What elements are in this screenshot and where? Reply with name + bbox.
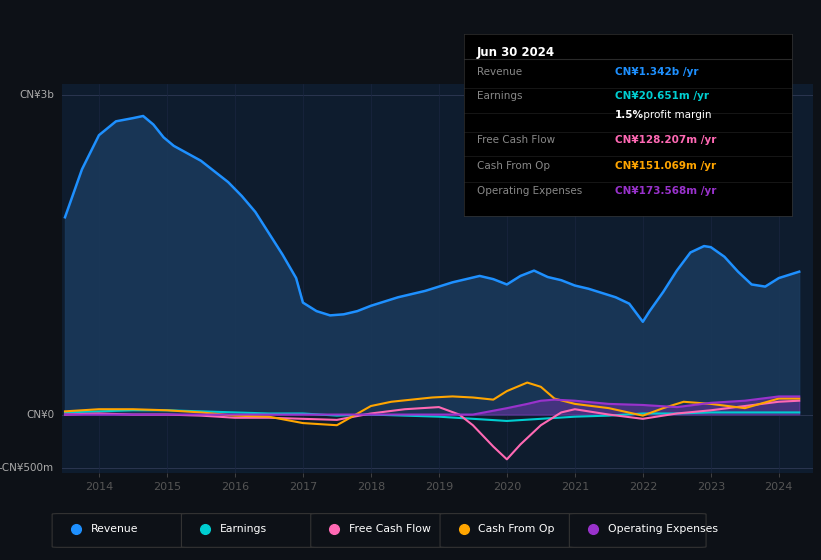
Text: -CN¥500m: -CN¥500m bbox=[0, 463, 54, 473]
FancyBboxPatch shape bbox=[181, 514, 319, 547]
Text: Cash From Op: Cash From Op bbox=[479, 524, 555, 534]
Text: CN¥151.069m /yr: CN¥151.069m /yr bbox=[615, 161, 716, 171]
Text: Earnings: Earnings bbox=[220, 524, 267, 534]
Text: CN¥1.342b /yr: CN¥1.342b /yr bbox=[615, 67, 699, 77]
Text: CN¥173.568m /yr: CN¥173.568m /yr bbox=[615, 186, 716, 196]
FancyBboxPatch shape bbox=[440, 514, 576, 547]
Text: Jun 30 2024: Jun 30 2024 bbox=[477, 46, 555, 59]
FancyBboxPatch shape bbox=[53, 514, 189, 547]
Text: Operating Expenses: Operating Expenses bbox=[608, 524, 718, 534]
Text: Free Cash Flow: Free Cash Flow bbox=[349, 524, 431, 534]
FancyBboxPatch shape bbox=[311, 514, 447, 547]
FancyBboxPatch shape bbox=[570, 514, 706, 547]
Text: CN¥20.651m /yr: CN¥20.651m /yr bbox=[615, 91, 709, 101]
Text: 1.5%: 1.5% bbox=[615, 110, 644, 120]
Text: CN¥3b: CN¥3b bbox=[19, 90, 54, 100]
Text: Operating Expenses: Operating Expenses bbox=[477, 186, 582, 196]
Text: CN¥128.207m /yr: CN¥128.207m /yr bbox=[615, 135, 716, 145]
Text: CN¥0: CN¥0 bbox=[26, 409, 54, 419]
Text: Free Cash Flow: Free Cash Flow bbox=[477, 135, 555, 145]
Text: Earnings: Earnings bbox=[477, 91, 522, 101]
Text: Cash From Op: Cash From Op bbox=[477, 161, 550, 171]
Text: profit margin: profit margin bbox=[640, 110, 711, 120]
Text: Revenue: Revenue bbox=[477, 67, 522, 77]
Text: Revenue: Revenue bbox=[90, 524, 138, 534]
